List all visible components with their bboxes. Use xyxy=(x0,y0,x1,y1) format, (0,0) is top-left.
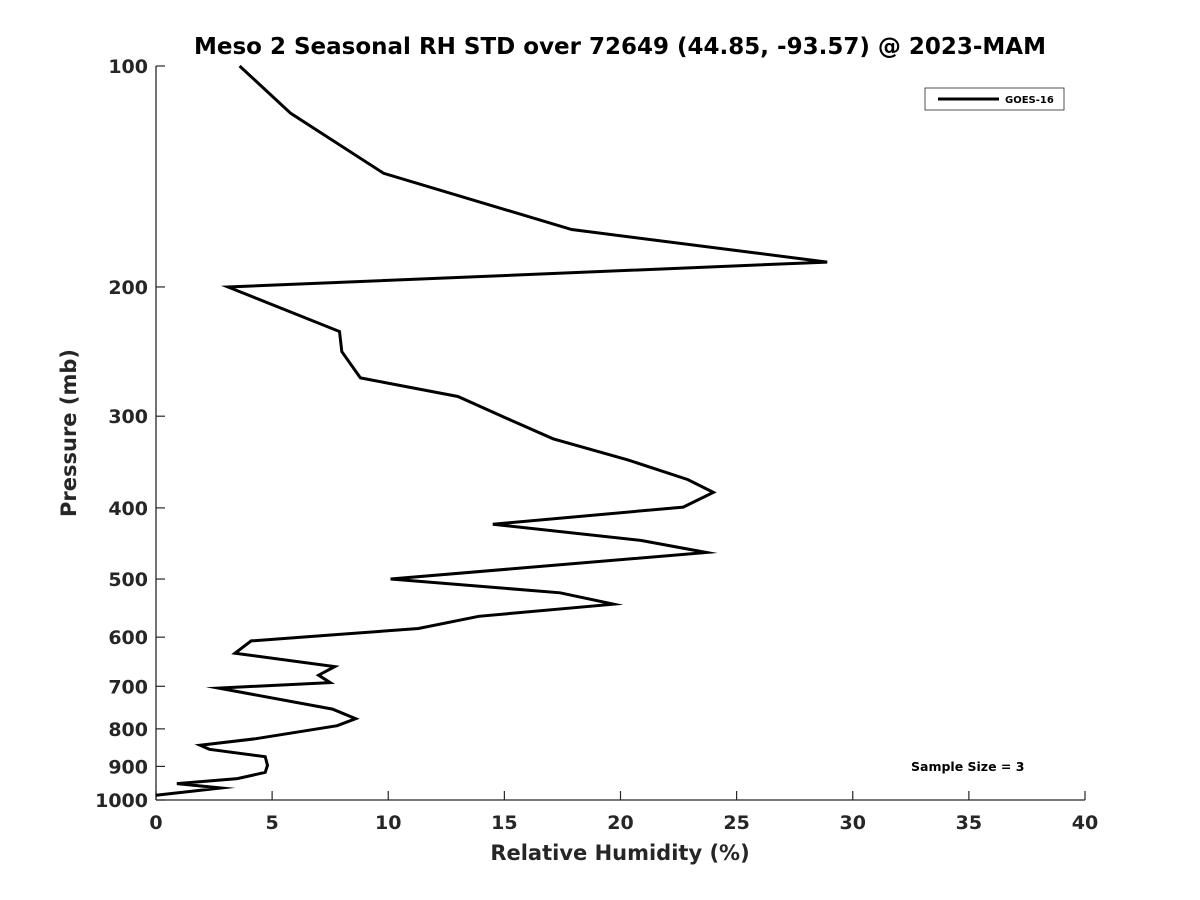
x-axis-label: Relative Humidity (%) xyxy=(490,841,749,865)
series-layer xyxy=(155,64,828,797)
y-tick-label: 500 xyxy=(108,569,148,591)
y-tick-label: 700 xyxy=(108,676,148,698)
y-axis-ticks: 100 200 300 400 500 600 700 800 900 1000 xyxy=(95,56,165,812)
y-tick-label: 200 xyxy=(108,277,148,299)
x-tick-label: 10 xyxy=(375,812,401,834)
x-axis-ticks: 0 5 10 15 20 25 30 35 40 xyxy=(149,791,1098,834)
y-tick-label: 800 xyxy=(108,719,148,741)
x-tick-label: 30 xyxy=(840,812,866,834)
x-tick-label: 0 xyxy=(149,812,162,834)
series-line-goes-16 xyxy=(155,64,828,797)
x-tick-label: 5 xyxy=(266,812,279,834)
x-tick-label: 35 xyxy=(956,812,982,834)
x-tick-label: 25 xyxy=(723,812,749,834)
x-tick-label: 40 xyxy=(1072,812,1098,834)
y-tick-label: 1000 xyxy=(95,790,148,812)
sample-size-annotation: Sample Size = 3 xyxy=(911,759,1024,774)
y-axis-label: Pressure (mb) xyxy=(57,349,81,517)
x-tick-label: 15 xyxy=(491,812,517,834)
y-tick-label: 300 xyxy=(108,406,148,428)
chart-title: Meso 2 Seasonal RH STD over 72649 (44.85… xyxy=(194,34,1046,60)
x-tick-label: 20 xyxy=(607,812,633,834)
y-tick-label: 100 xyxy=(108,56,148,78)
legend: GOES-16 xyxy=(924,87,1065,111)
y-tick-label: 600 xyxy=(108,627,148,649)
y-tick-label: 400 xyxy=(108,498,148,520)
legend-label-goes-16: GOES-16 xyxy=(1005,95,1054,106)
y-tick-label: 900 xyxy=(108,756,148,778)
